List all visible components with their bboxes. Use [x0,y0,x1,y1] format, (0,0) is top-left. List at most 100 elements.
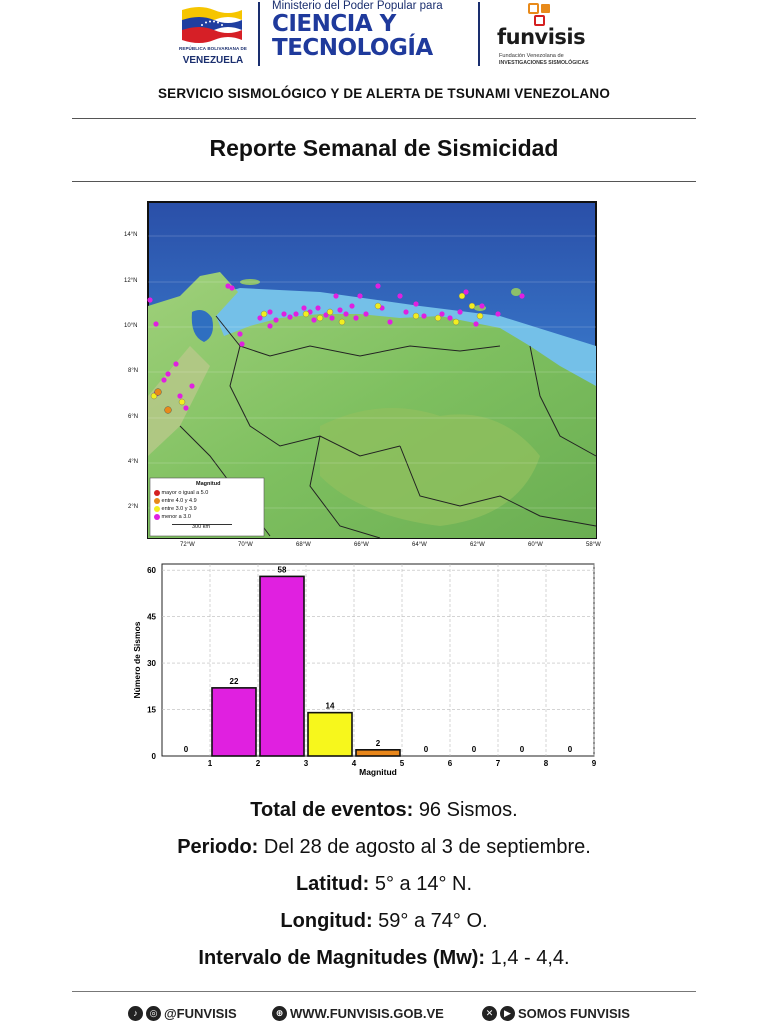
y-tick-label: 60 [147,566,156,575]
legend-dot-icon [154,505,160,512]
summary-total-label: Total de eventos: [250,799,414,821]
bar-value-label: 2 [376,739,381,748]
tiktok-icon: ♪ [128,1005,143,1021]
venezuela-flag-icon [182,7,242,43]
summary-longitude: Longitud: 59° a 74° O. [0,903,768,940]
bar-value-label: 0 [568,745,573,754]
divider [72,181,696,182]
legend-title: Magnitud [196,481,221,487]
x-tick-label: 4 [352,759,357,768]
summary-lat-value: 5° a 14° N. [374,873,473,895]
footer-somos-label: SOMOS FUNVISIS [518,1005,630,1021]
legend-dot-icon [154,513,160,520]
legend-label: menor a 3.0 [161,514,191,520]
legend-item: mayor o igual a 5.0 [154,489,208,497]
ministry-top-label: Ministerio del Poder Popular para [272,0,443,12]
histogram-bar [259,575,305,757]
footer-web-label: WWW.FUNVISIS.GOB.VE [290,1005,444,1021]
x-tick-label: 2 [256,759,261,768]
summary-lat-label: Latitud: [295,873,370,895]
flag-org-label: REPÚBLICA BOLIVARIANA DE [179,46,247,51]
lon-label: 62°W [470,542,485,548]
summary-lon-value: 59° a 74° O. [378,910,488,932]
summary-mag-label: Intervalo de Magnitudes (Mw): [198,947,486,969]
lat-label: 2°N [128,504,139,510]
y-tick-label: 30 [147,659,156,668]
lon-label: 66°W [354,542,369,548]
funvisis-subtitle-1: Fundación Venezolana de [499,53,564,59]
map-legend [149,477,265,537]
seismicity-map: 14°N 12°N 10°N 8°N 6°N 4°N 2°N 72°W 70°W… [120,196,610,556]
bar-value-label: 22 [230,677,239,686]
footer-divider [72,991,696,992]
report-title: Reporte Semanal de Sismicidad [209,135,559,161]
bar-value-label: 0 [472,745,477,754]
legend-dot-icon [154,497,160,504]
histogram-bar [211,687,257,757]
epicenter-markers [147,283,525,414]
legend-item: entre 4.0 y 4.9 [154,497,208,505]
lon-label: 60°W [528,542,543,548]
lat-label: 8°N [128,368,139,374]
summary-magnitude-range: Intervalo de Magnitudes (Mw): 1,4 - 4,4. [0,940,768,977]
lat-label: 12°N [124,278,138,284]
lon-label: 58°W [586,542,601,548]
summary-lon-label: Longitud: [280,910,373,932]
summary-latitude: Latitud: 5° a 14° N. [0,866,768,903]
lat-label: 4°N [128,459,139,465]
summary-total-value: 96 Sismos. [418,799,518,821]
ministry-line-2: TECNOLOGÍA [272,35,433,61]
magnitude-histogram: 0 22 58 14 2 0 0 0 0 0 15 30 45 60 1 2 3 4 5 6 7 8 9 Magnitud Nú… [126,558,606,780]
summary-mag-value: 1,4 - 4,4. [490,947,570,969]
x-tick-label: 1 [208,759,213,768]
map-canvas [147,201,597,539]
bar-value-label: 0 [184,745,189,754]
footer-web[interactable]: ⊕ WWW.FUNVISIS.GOB.VE [272,1003,444,1023]
ministry-logo: Ministerio del Poder Popular para CIENCI… [272,0,472,60]
lat-label: 14°N [124,232,138,238]
bar-value-label: 14 [326,702,335,711]
bar-value-label: 0 [520,745,525,754]
y-tick-label: 15 [147,706,156,715]
lon-label: 64°W [412,542,427,548]
summary-period-label: Periodo: [177,836,259,858]
summary: Total de eventos: 96 Sismos. Periodo: De… [0,792,768,977]
legend-item: menor a 3.0 [154,513,208,521]
x-axis-label: Magnitud [359,767,397,777]
x-tick-label: 8 [544,759,549,768]
lon-label: 72°W [180,542,195,548]
legend-dot-icon [154,489,160,496]
footer-social[interactable]: ♪ ◎ @FUNVISIS [128,1003,237,1023]
x-tick-label: 9 [592,759,597,768]
instagram-icon: ◎ [146,1005,161,1021]
x-icon: ✕ [482,1005,497,1021]
footer: ♪ ◎ @FUNVISIS ⊕ WWW.FUNVISIS.GOB.VE ✕ ▶ … [0,1003,768,1023]
y-tick-label: 0 [152,752,157,761]
lon-label: 68°W [296,542,311,548]
flag-country-label: VENEZUELA [182,55,244,66]
x-tick-label: 7 [496,759,501,768]
footer-social-label: @FUNVISIS [164,1005,237,1021]
header: REPÚBLICA BOLIVARIANA DE VENEZUELA Minis… [0,0,768,80]
divider [72,118,696,119]
x-tick-label: 5 [400,759,405,768]
summary-period: Periodo: Del 28 de agosto al 3 de septie… [0,829,768,866]
summary-period-value: Del 28 de agosto al 3 de septiembre. [263,836,591,858]
footer-somos[interactable]: ✕ ▶ SOMOS FUNVISIS [482,1003,630,1023]
youtube-icon: ▶ [500,1005,515,1021]
x-tick-label: 6 [448,759,453,768]
ministry-line-1: CIENCIA Y [272,11,396,37]
service-title: SERVICIO SISMOLÓGICO Y DE ALERTA DE TSUN… [157,86,611,101]
header-divider [258,2,260,66]
summary-total: Total de eventos: 96 Sismos. [0,792,768,829]
histogram-bar [307,711,353,757]
funvisis-mark-icon [528,3,550,26]
legend-label: entre 4.0 y 4.9 [161,498,197,504]
bar-value-label: 0 [424,745,429,754]
legend-label: mayor o igual a 5.0 [161,490,209,496]
lon-label: 70°W [238,542,253,548]
bar-value-label: 58 [278,565,287,574]
legend-item: entre 3.0 y 3.9 [154,505,208,513]
lat-label: 6°N [128,414,139,420]
